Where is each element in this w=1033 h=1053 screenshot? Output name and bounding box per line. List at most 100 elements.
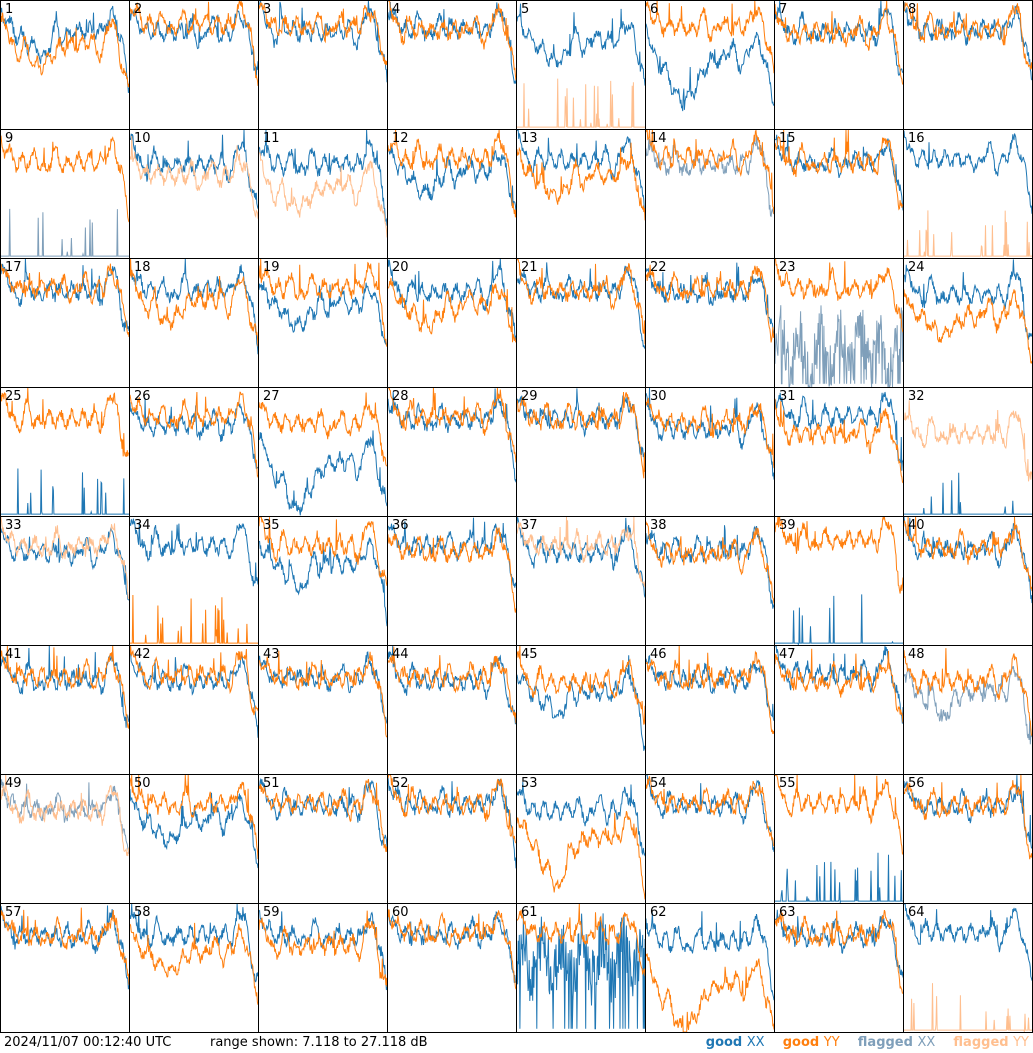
panel-plot bbox=[904, 648, 1032, 745]
spectrum-xx-good-64 bbox=[904, 904, 1032, 981]
panel-4: 4 bbox=[387, 0, 517, 130]
panel-label: 30 bbox=[650, 389, 667, 404]
panel-label: 19 bbox=[263, 260, 280, 275]
spectrum-xx-good-24 bbox=[904, 259, 1032, 340]
spectrum-xx-good-57 bbox=[1, 905, 129, 990]
spectrum-xx-good-25 bbox=[1, 468, 129, 515]
panel-46: 46 bbox=[645, 645, 775, 775]
spectrum-yy-good-21 bbox=[517, 259, 645, 345]
spectrum-xx-flagged-9 bbox=[1, 208, 129, 257]
spectrum-xx-good-45 bbox=[517, 655, 645, 751]
panel-label: 59 bbox=[263, 905, 280, 920]
panel-plot bbox=[388, 909, 516, 990]
panel-label: 38 bbox=[650, 518, 667, 533]
panel-plot bbox=[646, 130, 774, 218]
panel-label: 52 bbox=[392, 776, 409, 791]
panel-plot bbox=[1, 388, 129, 515]
spectrum-yy-good-18 bbox=[130, 259, 258, 347]
panel-plot bbox=[904, 517, 1032, 604]
panel-42: 42 bbox=[129, 645, 259, 775]
panel-15: 15 bbox=[774, 129, 904, 259]
panel-plot bbox=[130, 1, 258, 86]
panel-32: 32 bbox=[903, 387, 1033, 517]
panel-label: 58 bbox=[134, 905, 151, 920]
spectrum-xx-good-33 bbox=[1, 527, 129, 601]
panel-label: 5 bbox=[521, 2, 530, 17]
panel-label: 47 bbox=[779, 647, 796, 662]
panel-plot bbox=[517, 517, 645, 598]
spectrum-xx-good-36 bbox=[388, 517, 516, 588]
legend-flagged-yy-pol: YY bbox=[1013, 1035, 1029, 1050]
spectrum-yy-good-9 bbox=[1, 135, 129, 223]
panel-41: 41 bbox=[0, 645, 130, 775]
spectrum-xx-good-47 bbox=[775, 646, 903, 724]
panel-label: 35 bbox=[263, 518, 280, 533]
panel-label: 3 bbox=[263, 2, 272, 17]
panel-label: 34 bbox=[134, 518, 151, 533]
panel-label: 61 bbox=[521, 905, 538, 920]
panel-plot bbox=[517, 388, 645, 479]
panel-label: 16 bbox=[908, 131, 925, 146]
panel-10: 10 bbox=[129, 129, 259, 259]
panel-plot bbox=[259, 1, 387, 83]
legend-good-xx-pol: XX bbox=[746, 1035, 765, 1050]
panel-50: 50 bbox=[129, 774, 259, 904]
spectrum-yy-good-40 bbox=[904, 517, 1032, 592]
panel-9: 9 bbox=[0, 129, 130, 259]
spectrum-xx-good-37 bbox=[517, 517, 645, 598]
panel-plot bbox=[1, 135, 129, 257]
panel-21: 21 bbox=[516, 258, 646, 388]
spectrum-yy-good-48 bbox=[904, 648, 1032, 736]
panel-plot bbox=[775, 775, 903, 903]
spectrum-yy-good-23 bbox=[775, 259, 903, 333]
spectrum-xx-good-61 bbox=[517, 913, 645, 1030]
panel-plot bbox=[130, 646, 258, 738]
panel-3: 3 bbox=[258, 0, 388, 130]
spectrum-yy-good-2 bbox=[130, 1, 258, 86]
spectrum-yy-good-34 bbox=[130, 594, 258, 644]
panel-plot bbox=[517, 259, 645, 350]
panel-plot bbox=[904, 259, 1032, 364]
panel-label: 6 bbox=[650, 2, 659, 17]
legend-flagged-yy-status: flagged bbox=[953, 1035, 1009, 1050]
panel-label: 26 bbox=[134, 389, 151, 404]
panel-51: 51 bbox=[258, 774, 388, 904]
panel-40: 40 bbox=[903, 516, 1033, 646]
panel-63: 63 bbox=[774, 903, 904, 1033]
panel-label: 20 bbox=[392, 260, 409, 275]
spectrum-yy-flagged-64 bbox=[904, 983, 1032, 1032]
spectrum-xx-good-16 bbox=[904, 130, 1032, 214]
spectrum-yy-good-60 bbox=[388, 909, 516, 990]
panel-35: 35 bbox=[258, 516, 388, 646]
panel-13: 13 bbox=[516, 129, 646, 259]
spectrum-yy-good-53 bbox=[517, 811, 645, 900]
panel-plot bbox=[388, 259, 516, 343]
panel-19: 19 bbox=[258, 258, 388, 388]
spectrum-yy-good-24 bbox=[904, 289, 1032, 364]
spectrum-xx-good-46 bbox=[646, 654, 774, 722]
panel-24: 24 bbox=[903, 258, 1033, 388]
panel-label: 33 bbox=[5, 518, 22, 533]
spectrum-xx-good-6 bbox=[646, 23, 774, 112]
legend-good-yy-status: good bbox=[782, 1035, 820, 1050]
panel-label: 28 bbox=[392, 389, 409, 404]
panel-plot bbox=[775, 1, 903, 85]
panel-label: 42 bbox=[134, 647, 151, 662]
spectrum-yy-good-22 bbox=[646, 264, 774, 343]
spectrum-yy-good-57 bbox=[1, 907, 129, 985]
panel-43: 43 bbox=[258, 645, 388, 775]
spectrum-yy-good-17 bbox=[1, 263, 129, 338]
spectrum-yy-good-44 bbox=[388, 646, 516, 724]
panel-label: 36 bbox=[392, 518, 409, 533]
panel-label: 15 bbox=[779, 131, 796, 146]
spectrum-yy-flagged-5 bbox=[517, 78, 645, 128]
spectrum-xx-good-19 bbox=[259, 281, 387, 346]
spectrum-xx-good-7 bbox=[775, 1, 903, 77]
spectrum-xx-good-34 bbox=[130, 518, 258, 587]
spectrum-yy-flagged-33 bbox=[1, 517, 129, 600]
panel-label: 62 bbox=[650, 905, 667, 920]
spectrum-yy-flagged-32 bbox=[904, 400, 1032, 482]
panel-16: 16 bbox=[903, 129, 1033, 259]
panel-label: 10 bbox=[134, 131, 151, 146]
